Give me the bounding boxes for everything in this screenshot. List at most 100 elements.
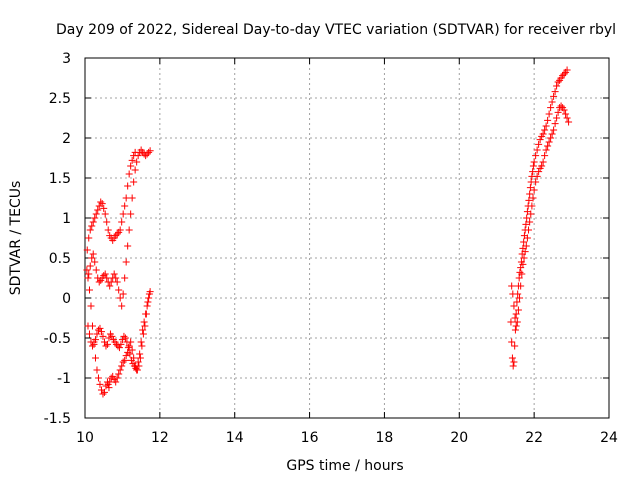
data-point: [127, 162, 135, 170]
data-point: [109, 372, 117, 380]
data-point: [85, 234, 93, 242]
data-point: [535, 140, 543, 148]
data-point: [91, 354, 99, 362]
data-point: [541, 152, 549, 160]
data-point: [112, 378, 120, 386]
data-point: [557, 102, 565, 110]
data-point: [522, 220, 530, 228]
data-point: [145, 290, 153, 298]
data-point: [550, 126, 558, 134]
data-point: [143, 150, 151, 158]
data-point: [128, 346, 136, 354]
data-point: [145, 294, 153, 302]
x-tick-label: 10: [76, 430, 94, 446]
data-point: [146, 147, 154, 155]
data-point: [124, 182, 132, 190]
data-point: [532, 152, 540, 160]
data-point: [562, 110, 570, 118]
data-point: [86, 226, 94, 234]
data-point: [128, 194, 136, 202]
data-point: [541, 126, 549, 134]
x-tick-label: 14: [226, 430, 244, 446]
data-point: [553, 114, 561, 122]
data-point: [106, 378, 114, 386]
data-point: [92, 266, 100, 274]
data-point: [508, 282, 516, 290]
data-point: [110, 270, 118, 278]
data-point: [533, 172, 541, 180]
data-point: [512, 310, 520, 318]
data-point: [115, 286, 123, 294]
data-point: [515, 274, 523, 282]
data-point: [94, 326, 102, 334]
x-tick-label: 24: [600, 430, 618, 446]
data-point: [101, 270, 109, 278]
data-point: [116, 226, 124, 234]
data-point: [100, 388, 108, 396]
data-point: [115, 370, 123, 378]
data-point: [125, 226, 133, 234]
data-point: [563, 114, 571, 122]
data-point: [98, 200, 106, 208]
data-point: [139, 326, 147, 334]
data-point: [141, 322, 149, 330]
data-point: [100, 204, 108, 212]
data-point: [113, 374, 121, 382]
data-point: [118, 218, 126, 226]
data-point: [560, 106, 568, 114]
data-point: [103, 218, 111, 226]
data-point: [133, 158, 141, 166]
data-point: [539, 130, 547, 138]
data-point: [530, 158, 538, 166]
y-tick-label: 2.5: [49, 91, 71, 107]
data-point: [107, 278, 115, 286]
x-tick-label: 16: [301, 430, 319, 446]
data-point: [142, 152, 150, 160]
data-point: [108, 332, 116, 340]
data-point: [119, 290, 127, 298]
data-point: [538, 162, 546, 170]
data-point: [514, 306, 522, 314]
data-point: [513, 318, 521, 326]
data-point: [548, 98, 556, 106]
data-point: [144, 298, 152, 306]
data-point: [528, 202, 536, 210]
x-tick-labels: 10 12 14 16 18 20 22 24: [76, 430, 618, 446]
y-tick-label: -1: [57, 371, 71, 387]
data-marks: [83, 66, 573, 398]
data-point: [516, 294, 524, 302]
data-point: [563, 66, 571, 74]
data-point: [88, 222, 96, 230]
data-point: [539, 158, 547, 166]
data-point: [544, 142, 552, 150]
data-point: [523, 214, 531, 222]
data-point: [547, 134, 555, 142]
data-point: [90, 340, 98, 348]
data-point: [95, 278, 103, 286]
data-point: [119, 210, 127, 218]
data-point: [99, 332, 107, 340]
data-point: [120, 332, 128, 340]
data-point: [102, 342, 110, 350]
x-tick-label: 22: [525, 430, 543, 446]
data-point: [105, 384, 113, 392]
data-point: [517, 282, 525, 290]
data-point: [87, 302, 95, 310]
data-point: [532, 178, 540, 186]
data-point: [525, 226, 533, 234]
data-point: [529, 194, 537, 202]
data-point: [526, 218, 534, 226]
data-point: [560, 70, 568, 78]
data-point: [140, 318, 148, 326]
data-point: [526, 184, 534, 192]
data-point: [554, 78, 562, 86]
data-point: [136, 354, 144, 362]
data-point: [136, 350, 144, 358]
x-tick-label: 18: [376, 430, 394, 446]
data-point: [550, 92, 558, 100]
y-tick-label: 1: [62, 211, 71, 227]
data-point: [520, 254, 528, 262]
data-point: [508, 354, 516, 362]
data-point: [527, 210, 535, 218]
